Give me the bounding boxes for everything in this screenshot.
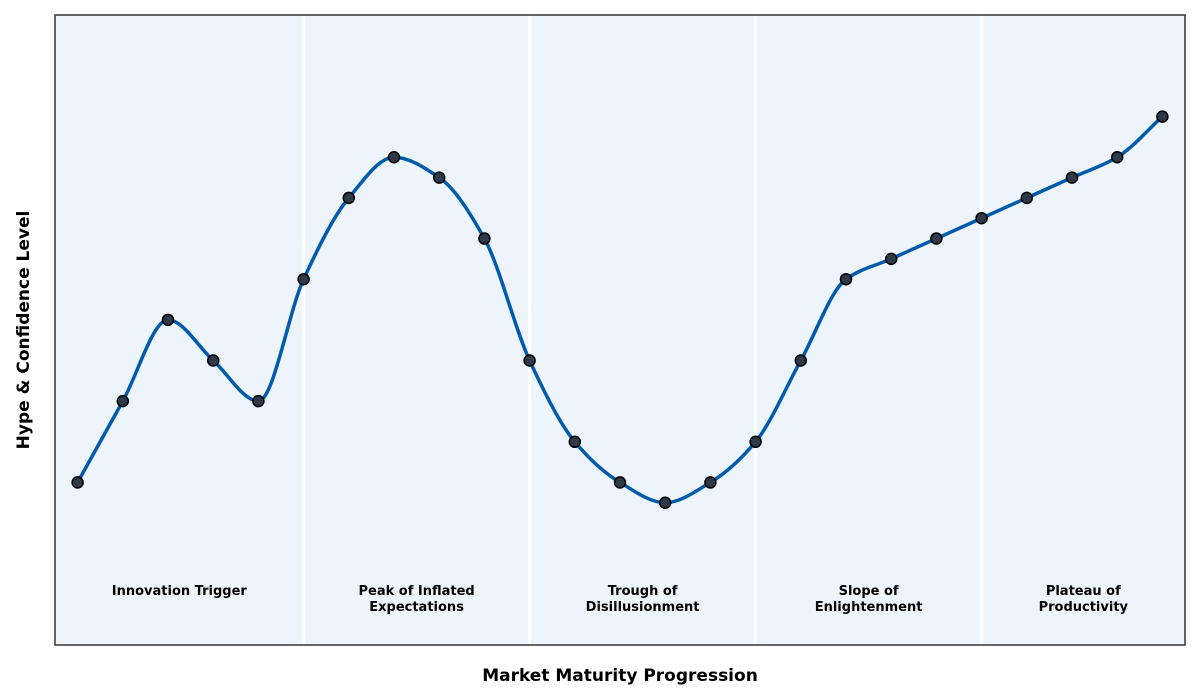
phase-label-line: Plateau of xyxy=(1046,584,1121,599)
data-point xyxy=(1020,191,1034,205)
phase-band xyxy=(981,15,1185,645)
phase-band xyxy=(55,15,304,645)
data-point xyxy=(342,191,356,205)
data-points xyxy=(71,110,1169,509)
data-point xyxy=(161,313,175,327)
phase-label-line: Slope of xyxy=(839,584,899,599)
phase-label-line: Peak of Inflated xyxy=(358,584,474,599)
phase-band xyxy=(303,15,530,645)
phase-band xyxy=(755,15,982,645)
phase-label: Innovation Trigger xyxy=(112,584,248,599)
data-point xyxy=(794,354,808,367)
data-point xyxy=(432,171,446,184)
phase-label-line: Productivity xyxy=(1039,600,1129,615)
plot-frame xyxy=(54,14,1186,646)
data-point xyxy=(975,211,988,225)
phase-label-line: Disillusionment xyxy=(586,600,700,615)
data-point xyxy=(568,435,582,449)
phase-dividers xyxy=(302,15,984,645)
phase-label-line: Innovation Trigger xyxy=(112,584,248,599)
data-point xyxy=(71,476,84,489)
phase-bands xyxy=(55,15,1185,645)
phase-label: Peak of Inflated Expectations xyxy=(358,584,474,615)
data-point xyxy=(613,476,627,489)
phase-labels: Innovation Trigger Peak of Inflated Expect… xyxy=(112,584,1129,615)
phase-label-line: Enlightenment xyxy=(815,600,923,615)
data-point xyxy=(1156,110,1169,123)
data-point xyxy=(206,354,220,367)
data-point xyxy=(749,435,762,449)
data-point xyxy=(930,232,943,245)
data-point xyxy=(658,496,672,509)
phase-label-line: Trough of xyxy=(608,584,678,599)
phase-label: Slope of Enlightenment xyxy=(815,584,923,615)
data-point xyxy=(387,151,401,164)
phase-band xyxy=(529,15,756,645)
data-point xyxy=(478,232,491,245)
phase-label-line: Expectations xyxy=(369,600,464,615)
phase-label: Plateau of Productivity xyxy=(1039,584,1129,615)
x-axis-title: Market Maturity Progression xyxy=(482,666,758,686)
data-point xyxy=(116,394,130,408)
data-point xyxy=(1110,151,1124,164)
data-point xyxy=(704,476,717,489)
y-axis-title: Hype & Confidence Level xyxy=(14,211,34,450)
data-point xyxy=(252,394,265,408)
phase-label: Trough of Disillusionment xyxy=(586,584,700,615)
data-point xyxy=(523,354,536,367)
data-point xyxy=(839,272,853,286)
data-point xyxy=(884,252,898,266)
data-point xyxy=(1065,171,1079,184)
data-point xyxy=(297,272,310,286)
